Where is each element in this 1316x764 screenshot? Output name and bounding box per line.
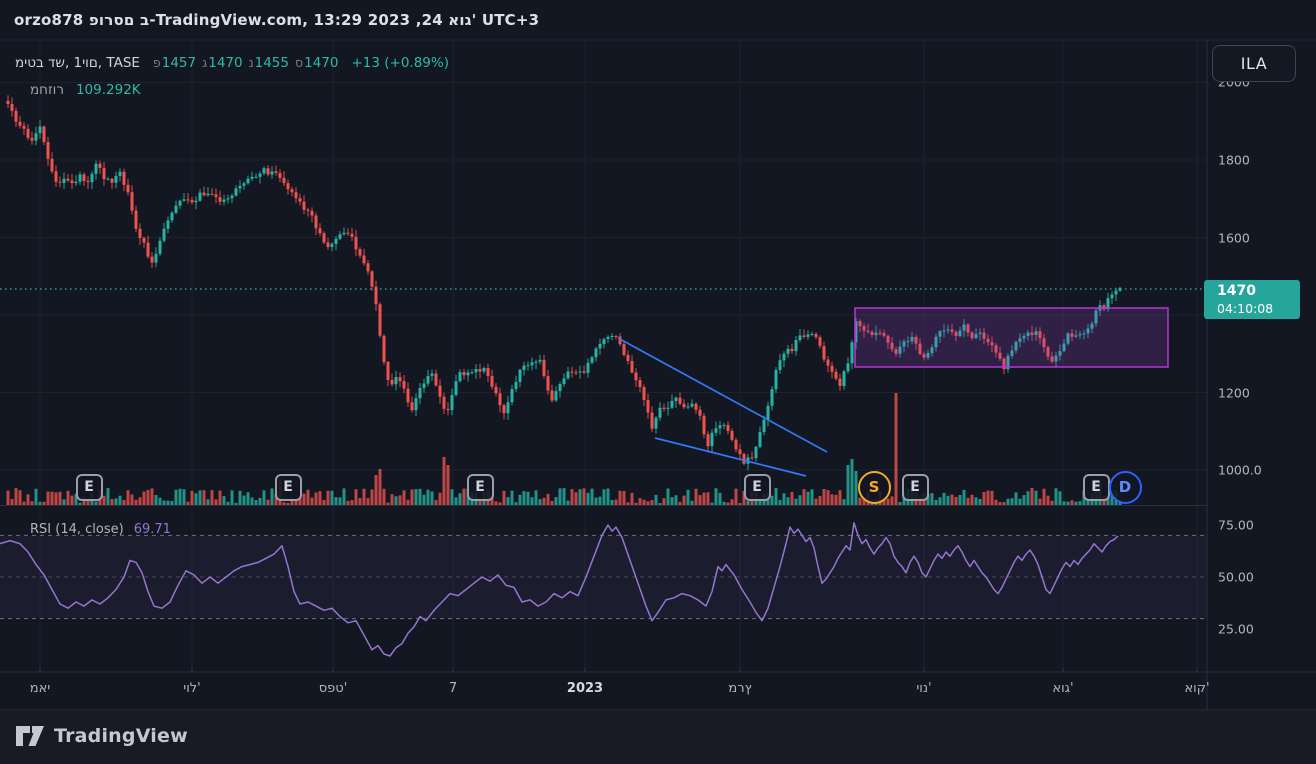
- ohlc-letter: נ: [248, 55, 254, 70]
- ohlc-number: 1470: [208, 55, 243, 71]
- ohlc-values: פ 1457 ג 1470 נ 1455 ס 1470: [147, 55, 339, 71]
- scale-tick-label: 1600: [1218, 230, 1250, 246]
- earnings-badge[interactable]: E: [743, 473, 771, 501]
- change-value: +13 (+0.89%): [351, 55, 449, 71]
- rsi-legend[interactable]: RSI (14, close) 69.71: [30, 522, 171, 537]
- tradingview-brand-text: TradingView: [54, 725, 188, 747]
- scale-tick-label: 1000.0: [1218, 462, 1262, 478]
- bar-countdown: 04:10:08: [1217, 300, 1274, 316]
- ohlc-pair: נ 1455: [249, 55, 289, 71]
- scale-tick-label: 1800: [1218, 152, 1250, 168]
- footer-bar: TradingView: [0, 711, 1316, 764]
- earnings-badge[interactable]: E: [274, 473, 302, 501]
- time-axis-label: 7: [448, 681, 458, 696]
- time-axis-label: אוג': [1052, 681, 1074, 696]
- ohlc-letter: ס: [294, 55, 304, 70]
- earnings-badge[interactable]: E: [75, 473, 103, 501]
- earnings-badge[interactable]: E: [466, 473, 494, 501]
- volume-label: מחזור: [30, 82, 64, 98]
- ohlc-pair: ס 1470: [295, 55, 338, 71]
- ohlc-number: 1455: [254, 55, 289, 71]
- ohlc-letter: ג: [202, 55, 208, 70]
- ohlc-number: 1470: [304, 55, 339, 71]
- time-axis-label: אוק': [1184, 681, 1210, 696]
- rsi-settings-label: RSI (14, close): [30, 522, 124, 537]
- ohlc-pair: ג 1470: [202, 55, 243, 71]
- scale-tick-label: 25.00: [1218, 621, 1254, 637]
- ohlc-number: 1457: [161, 55, 197, 71]
- published-header: orzo878 פורסם ב-TradingView.com, 13:29 2…: [14, 11, 540, 29]
- last-price-badge[interactable]: 1470 04:10:08: [1204, 280, 1300, 319]
- ohlc-letter: פ: [152, 55, 161, 70]
- time-axis-label: יול': [183, 681, 201, 696]
- volume-legend[interactable]: מחזור 109.292K: [30, 82, 141, 98]
- scale-tick-label: 75.00: [1218, 517, 1254, 533]
- ohlc-pair: פ 1457: [153, 55, 196, 71]
- scale-tick-label: 50.00: [1218, 569, 1254, 585]
- time-axis-label: יונ': [916, 681, 932, 696]
- earnings-badge[interactable]: E: [901, 473, 929, 501]
- tradingview-logo-icon: [16, 726, 44, 746]
- volume-value: 109.292K: [75, 82, 141, 98]
- scale-tick-label: 1200: [1218, 385, 1250, 401]
- dividend-badge[interactable]: D: [1108, 470, 1142, 504]
- time-axis-label: 2023: [566, 681, 604, 696]
- rsi-value: 69.71: [133, 522, 171, 537]
- time-axis-label: מרץ: [728, 681, 752, 696]
- earnings-badge[interactable]: E: [1082, 473, 1110, 501]
- tradingview-brand[interactable]: TradingView: [15, 723, 188, 749]
- symbol-legend[interactable]: מיטב דש, 1יום, TASE פ 1457 ג 1470 נ 1455 ס 1470…: [15, 55, 449, 71]
- time-axis-label: ספט': [318, 681, 348, 696]
- time-axis-label: מאי: [29, 681, 51, 696]
- last-price: 1470: [1217, 283, 1256, 299]
- split-badge[interactable]: S: [857, 470, 891, 504]
- symbol-title[interactable]: מיטב דש, 1יום, TASE: [15, 55, 140, 71]
- symbol-badge[interactable]: ILA: [1212, 45, 1296, 82]
